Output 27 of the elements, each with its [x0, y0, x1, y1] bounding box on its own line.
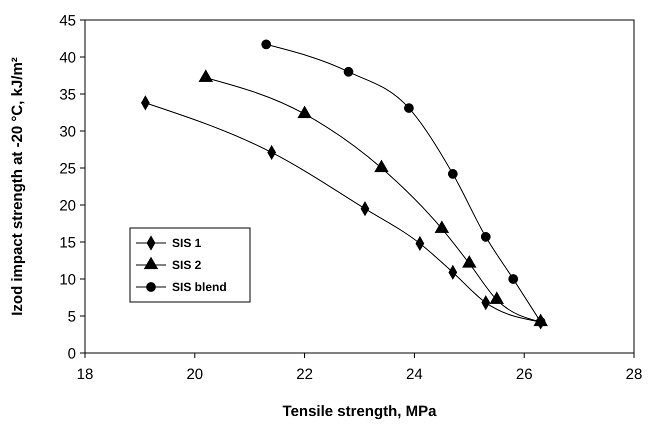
x-tick-label: 28 — [626, 366, 642, 383]
y-tick-label: 40 — [59, 49, 76, 66]
x-tick-label: 22 — [296, 366, 313, 383]
y-tick-label: 30 — [59, 123, 76, 140]
x-axis-title: Tensile strength, MPa — [282, 403, 438, 420]
legend-label: SIS 2 — [172, 258, 202, 272]
point — [261, 40, 272, 50]
y-tick-label: 15 — [59, 234, 76, 252]
y-tick-label: 5 — [68, 308, 76, 326]
y-tick-label: 35 — [59, 86, 76, 104]
point — [508, 274, 518, 284]
x-tick-label: 18 — [76, 366, 94, 383]
point — [448, 169, 458, 179]
y-tick-label: 10 — [59, 271, 76, 288]
y-tick-label: 45 — [59, 12, 76, 30]
y-tick-label: 0 — [68, 345, 76, 362]
x-tick-label: 20 — [186, 366, 204, 383]
point — [480, 232, 491, 242]
point — [404, 103, 414, 113]
x-tick-label: 26 — [516, 366, 533, 383]
legend-label: SIS 1 — [172, 236, 202, 250]
y-axis-title: Izod impact strength at -20 °C, kJ/m² — [9, 57, 26, 316]
point — [344, 66, 354, 77]
x-tick-label: 24 — [406, 366, 423, 383]
y-tick-label: 20 — [59, 197, 76, 214]
legend-label: SIS blend — [172, 280, 227, 294]
y-tick-label: 25 — [59, 160, 76, 178]
